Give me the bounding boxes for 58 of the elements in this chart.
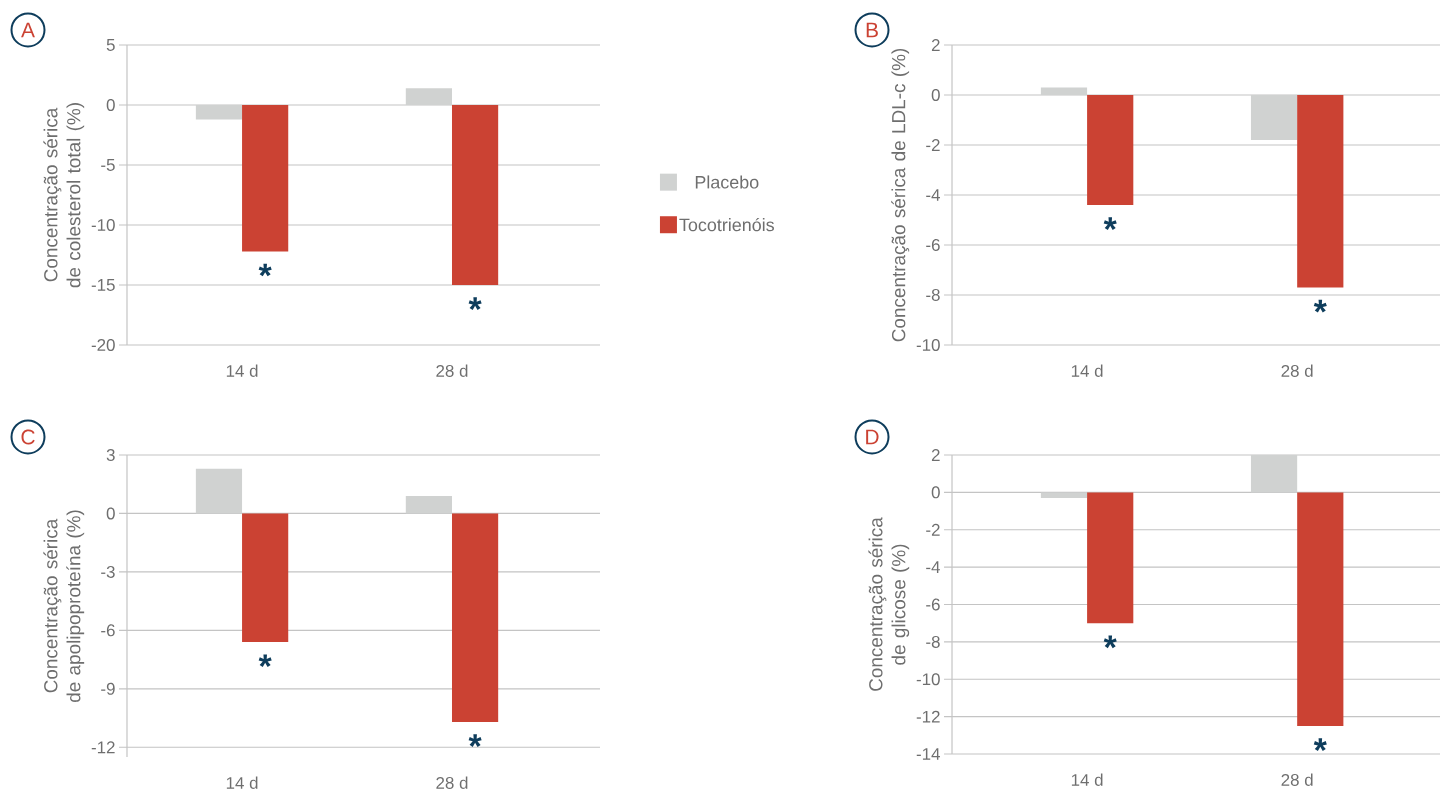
- bar: [195, 468, 243, 514]
- y-tick-label: -6: [926, 238, 940, 251]
- y-tick-label: -10: [916, 339, 940, 351]
- y-tick-label: -4: [926, 561, 940, 573]
- y-tick-label: -10: [91, 218, 115, 231]
- annotation: *: [1103, 217, 1117, 230]
- y-tick-label: -8: [926, 289, 940, 301]
- annotation: *: [258, 654, 272, 667]
- annotation: *: [468, 297, 482, 310]
- y-tick-label: -2: [926, 523, 940, 536]
- annotation: *: [1103, 635, 1117, 649]
- annotation: *: [1313, 299, 1327, 313]
- x-tick-label: 14 d: [1071, 773, 1103, 786]
- y-tick-label: -5: [101, 159, 115, 171]
- bar: [451, 513, 499, 722]
- y-tick-label: -15: [91, 279, 115, 291]
- y-tick-label: 2: [931, 39, 940, 51]
- annotation: *: [1313, 738, 1327, 751]
- legend-label: Tocotrienóis: [679, 217, 774, 232]
- y-tick-label: 3: [106, 449, 115, 461]
- y-tick-label: -2: [926, 139, 940, 151]
- bar: [242, 513, 289, 643]
- legend-label: Placebo: [695, 175, 759, 189]
- y-tick-label: 2: [931, 449, 940, 461]
- x-tick-label: 14 d: [226, 364, 258, 377]
- y-tick-label: -3: [101, 565, 115, 578]
- y-axis-title: Concentração sérica de apolipoproteína (%): [43, 510, 85, 703]
- y-tick-label: -20: [91, 339, 115, 351]
- bar: [405, 495, 452, 514]
- y-tick-label: 0: [106, 507, 115, 520]
- y-tick-label: -4: [926, 189, 940, 201]
- y-tick-label: 0: [106, 98, 115, 111]
- annotation: *: [258, 263, 272, 277]
- y-tick-label: -12: [91, 741, 115, 754]
- y-tick-label: 0: [931, 486, 940, 499]
- y-tick-label: -9: [101, 682, 115, 695]
- y-tick-label: -6: [926, 598, 940, 611]
- x-tick-label: 28 d: [1281, 773, 1313, 786]
- y-tick-label: 0: [931, 88, 940, 101]
- x-tick-label: 28 d: [1281, 364, 1313, 377]
- chart-title: D: [866, 429, 879, 445]
- chart-title: C: [21, 429, 35, 445]
- y-axis-title: Concentração sérica de colesterol total (%): [43, 103, 85, 288]
- x-tick-label: 14 d: [1071, 364, 1103, 377]
- annotation: *: [468, 734, 482, 747]
- y-tick-label: -6: [101, 624, 115, 637]
- y-tick-label: 5: [106, 39, 115, 51]
- x-tick-label: 28 d: [436, 776, 468, 789]
- y-axis-title: Concentração sérica de glicose (%): [868, 517, 910, 691]
- y-tick-label: -10: [916, 673, 940, 686]
- y-axis-title: Concentração sérica de LDL-c (%): [891, 48, 910, 342]
- y-tick-label: -14: [916, 748, 940, 760]
- chart-title: A: [21, 22, 35, 38]
- x-tick-label: 28 d: [436, 364, 468, 377]
- x-tick-label: 14 d: [226, 776, 258, 789]
- y-tick-label: -12: [916, 710, 940, 723]
- y-tick-label: -8: [926, 635, 940, 648]
- chart-title: B: [866, 22, 878, 38]
